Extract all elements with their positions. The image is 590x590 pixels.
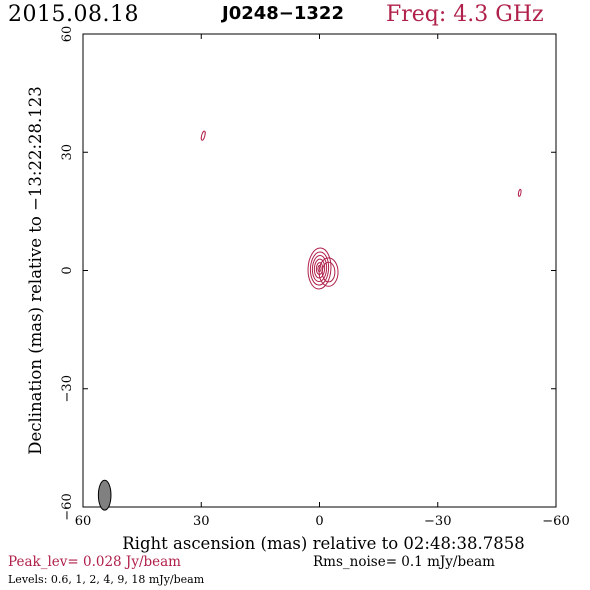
contour-levels: Levels: 0.6, 1, 2, 4, 9, 18 mJy/beam [8,573,205,586]
contour-line [311,255,328,283]
beam-ellipse [97,479,112,511]
x-tick-label: 60 [75,514,92,529]
x-tick-label: 30 [193,514,210,529]
contour-line [307,247,332,290]
rms-noise: Rms_noise= 0.1 mJy/beam [313,554,495,570]
contour-line [200,130,206,141]
y-tick-label: 0 [60,266,75,274]
contour-line [309,251,330,286]
contour-line [313,258,326,279]
contour-line [318,257,339,287]
contour-line [517,188,522,197]
y-tick-label: −30 [60,375,75,402]
y-tick-label: 60 [60,26,75,43]
frequency-label: Freq: 4.3 GHz [386,2,544,27]
observation-date: 2015.08.18 [8,2,139,27]
contour-line [321,261,336,283]
x-tick-label: 0 [315,514,323,529]
peak-level: Peak_lev= 0.028 Jy/beam [8,554,181,570]
y-tick-label: −60 [60,493,75,520]
y-axis-title: Declination (mas) relative to −13:22:28.… [26,86,45,455]
x-axis-title: Right ascension (mas) relative to 02:48:… [122,534,524,553]
source-name: J0248−1322 [222,3,344,24]
x-tick-label: −60 [542,514,569,529]
y-tick-label: 30 [60,144,75,161]
x-tick-label: −30 [424,514,451,529]
